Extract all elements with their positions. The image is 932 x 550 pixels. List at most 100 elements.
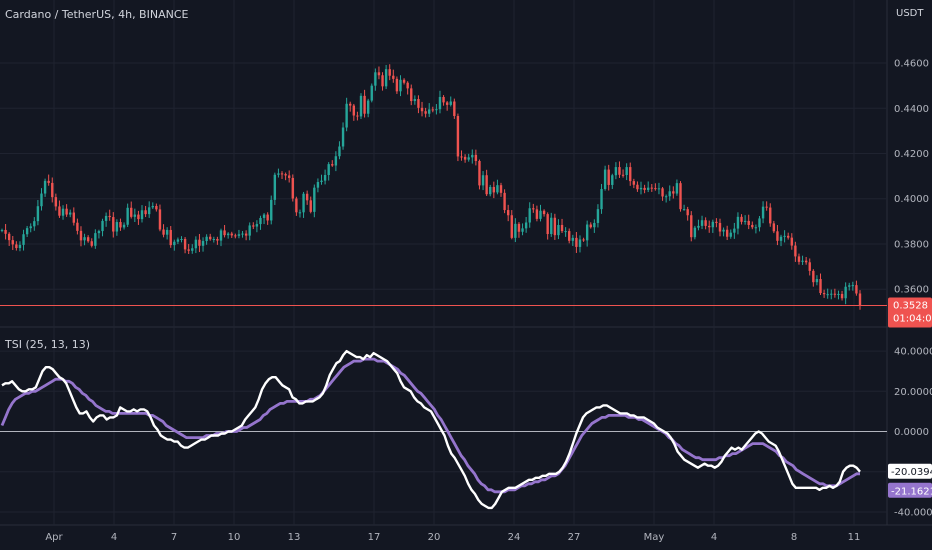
candle-body bbox=[733, 228, 736, 233]
candle-body bbox=[255, 224, 259, 227]
candle-body bbox=[858, 293, 862, 306]
candle-body bbox=[226, 233, 230, 236]
candle-body bbox=[815, 279, 819, 283]
candle-body bbox=[173, 241, 176, 246]
candle-body bbox=[140, 210, 144, 220]
tsi-signal-badge bbox=[888, 482, 932, 498]
candle-body bbox=[772, 223, 776, 232]
candle-body bbox=[76, 222, 79, 231]
candle-body bbox=[316, 182, 320, 188]
candle-body bbox=[675, 183, 679, 194]
candle-body bbox=[133, 214, 137, 217]
candle-body bbox=[471, 154, 474, 158]
candle-body bbox=[381, 75, 384, 87]
candle-body bbox=[672, 191, 675, 194]
indicator-title[interactable]: TSI (25, 13, 13) bbox=[5, 338, 91, 351]
tsi-tick-label: -40.0000 bbox=[894, 507, 932, 518]
candle-body bbox=[108, 215, 111, 218]
candle-body bbox=[704, 220, 707, 226]
candle-body bbox=[384, 69, 388, 87]
candle-body bbox=[790, 237, 793, 246]
candle-body bbox=[629, 167, 632, 182]
candle-body bbox=[205, 236, 208, 242]
candle-body bbox=[277, 173, 280, 175]
candle-body bbox=[431, 109, 434, 111]
candle-body bbox=[467, 157, 470, 160]
candle-body bbox=[112, 217, 115, 232]
candle-body bbox=[420, 107, 424, 112]
candle-body bbox=[517, 223, 521, 232]
candle-body bbox=[779, 236, 783, 241]
candle-body bbox=[180, 239, 183, 241]
candle-body bbox=[327, 164, 330, 175]
candle-body bbox=[729, 232, 732, 237]
candle-body bbox=[532, 208, 535, 210]
candle-body bbox=[0, 229, 4, 231]
candle-body bbox=[413, 99, 417, 102]
x-tick-label: 17 bbox=[368, 532, 381, 543]
x-tick-label: 4 bbox=[111, 532, 117, 543]
candle-body bbox=[259, 217, 262, 225]
x-tick-label: May bbox=[644, 532, 665, 543]
candle-body bbox=[402, 79, 406, 83]
candle-body bbox=[607, 169, 610, 185]
tsi-value-label: -20.0394 bbox=[891, 467, 932, 478]
candle-body bbox=[740, 216, 743, 222]
candle-body bbox=[338, 146, 341, 157]
candle-body bbox=[679, 183, 682, 210]
candle-body bbox=[747, 220, 750, 225]
candle-body bbox=[144, 210, 147, 215]
candle-body bbox=[183, 239, 187, 250]
candle-body bbox=[410, 88, 413, 102]
candle-body bbox=[568, 231, 571, 241]
candle-body bbox=[162, 229, 165, 235]
candle-body bbox=[115, 222, 119, 232]
candle-body bbox=[341, 127, 345, 147]
candle-body bbox=[126, 207, 129, 225]
candle-body bbox=[363, 95, 366, 114]
candle-body bbox=[855, 285, 858, 294]
candle-body bbox=[438, 96, 442, 110]
price-tick-label: 0.3600 bbox=[894, 285, 929, 296]
candle-body bbox=[94, 233, 97, 246]
candle-body bbox=[65, 208, 68, 215]
candle-body bbox=[331, 164, 334, 166]
price-tick-label: 0.4600 bbox=[894, 59, 929, 70]
tsi-line bbox=[1, 349, 861, 510]
candle-body bbox=[266, 214, 269, 221]
candle-body bbox=[804, 260, 808, 263]
x-tick-label: 10 bbox=[228, 532, 241, 543]
candle-body bbox=[808, 262, 811, 271]
candle-body bbox=[86, 237, 90, 242]
candle-body bbox=[320, 180, 323, 183]
candle-body bbox=[819, 279, 822, 294]
candle-body bbox=[776, 231, 779, 241]
candle-body bbox=[244, 233, 248, 236]
candle-body bbox=[840, 293, 844, 299]
candle-body bbox=[147, 207, 151, 215]
candle-body bbox=[234, 235, 237, 237]
price-tick-label: 0.4000 bbox=[894, 194, 929, 205]
candle-body bbox=[743, 220, 747, 222]
candle-body bbox=[424, 111, 427, 114]
candle-body bbox=[61, 208, 65, 216]
candle-body bbox=[165, 229, 169, 235]
candle-body bbox=[837, 293, 840, 295]
x-tick-label: 7 bbox=[171, 532, 177, 543]
candle-body bbox=[359, 95, 363, 117]
candle-body bbox=[417, 99, 420, 108]
x-tick-label: 27 bbox=[568, 532, 581, 543]
candle-body bbox=[848, 285, 851, 287]
candle-body bbox=[553, 217, 557, 236]
candle-body bbox=[453, 101, 456, 116]
candle-body bbox=[54, 197, 58, 207]
candle-body bbox=[356, 115, 359, 117]
tsi-signal-line bbox=[0, 357, 860, 494]
candle-body bbox=[639, 187, 643, 190]
candle-body bbox=[463, 156, 467, 160]
candle-body bbox=[270, 199, 273, 221]
candle-body bbox=[585, 224, 589, 241]
tsi-value-badge bbox=[888, 463, 932, 479]
